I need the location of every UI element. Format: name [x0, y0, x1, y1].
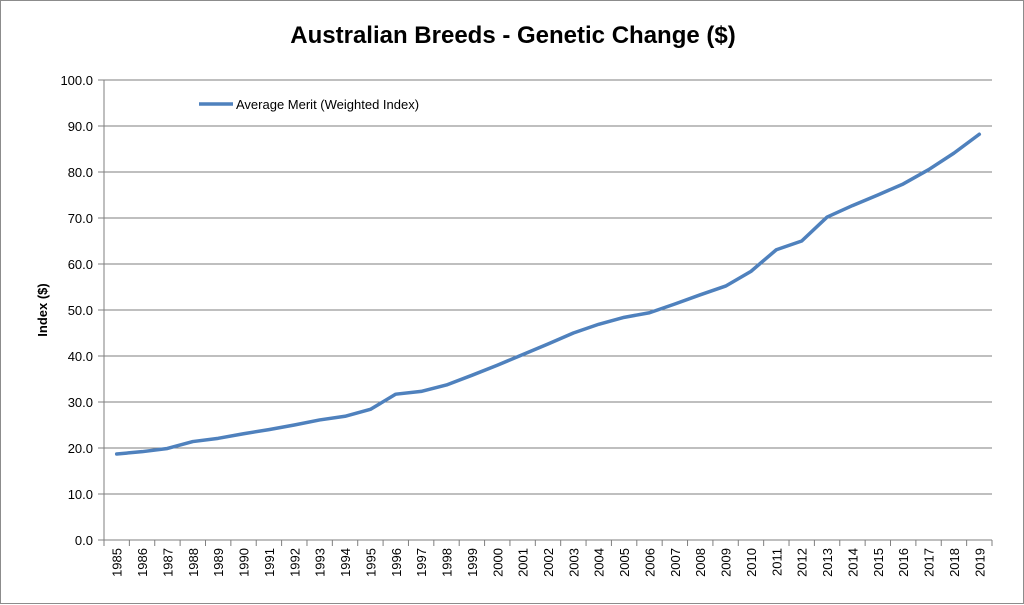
x-tick-label: 2014 — [845, 548, 860, 577]
y-tick-label: 50.0 — [68, 303, 93, 318]
x-tick-label: 1996 — [389, 548, 404, 577]
x-tick-label: 1992 — [287, 548, 302, 577]
y-tick-label: 20.0 — [68, 441, 93, 456]
y-tick-label: 100.0 — [60, 73, 93, 88]
x-tick-label: 1987 — [160, 548, 175, 577]
x-tick-label: 2003 — [566, 548, 581, 577]
x-tick-label: 1999 — [465, 548, 480, 577]
x-tick-label: 2013 — [820, 548, 835, 577]
x-tick-label: 2009 — [719, 548, 734, 577]
chart-title: Australian Breeds - Genetic Change ($) — [290, 22, 735, 49]
x-tick-label: 2011 — [769, 548, 784, 576]
x-tick-label: 2018 — [947, 548, 962, 577]
y-tick-label: 80.0 — [68, 165, 93, 180]
y-tick-label: 70.0 — [68, 211, 93, 226]
x-tick-label: 2019 — [972, 548, 987, 577]
y-tick-label: 10.0 — [68, 487, 93, 502]
x-tick-label: 2005 — [617, 548, 632, 577]
x-tick-label: 1997 — [414, 548, 429, 577]
x-tick-label: 2016 — [896, 548, 911, 577]
series-lines — [114, 132, 982, 456]
y-axis-label: Index ($) — [35, 283, 50, 336]
x-tick-label: 1986 — [135, 548, 150, 577]
y-tick-label: 90.0 — [68, 119, 93, 134]
x-tick-label: 2002 — [541, 548, 556, 577]
gridlines — [104, 79, 992, 495]
x-tick-labels: 1985 1986 1987 1988 1989 1990 1991 1992 1993 1994… — [110, 548, 988, 577]
axes — [98, 79, 993, 546]
x-tick-label: 2001 — [516, 548, 531, 577]
y-tick-label: 0.0 — [75, 533, 93, 548]
x-tick-label: 1991 — [262, 548, 277, 577]
y-tick-label: 40.0 — [68, 349, 93, 364]
y-tick-labels: 0.0 10.0 20.0 30.0 40.0 50.0 60.0 70.0 80.0 90.0 1… — [60, 73, 93, 548]
x-tick-label: 2015 — [871, 548, 886, 577]
x-tick-label: 1995 — [363, 548, 378, 577]
legend: Average Merit (Weighted Index) — [199, 97, 419, 112]
x-tick-label: 2006 — [642, 548, 657, 577]
legend-label: Average Merit (Weighted Index) — [236, 97, 419, 112]
y-tick-label: 30.0 — [68, 395, 93, 410]
x-tick-label: 1993 — [313, 548, 328, 577]
x-tick-label: 2010 — [744, 548, 759, 577]
x-tick-label: 2008 — [693, 548, 708, 577]
x-tick-label: 2007 — [668, 548, 683, 577]
x-tick-label: 2012 — [795, 548, 810, 577]
y-tick-label: 60.0 — [68, 257, 93, 272]
x-tick-label: 1994 — [338, 548, 353, 577]
x-tick-label: 1998 — [440, 548, 455, 577]
x-tick-label: 2004 — [592, 548, 607, 577]
x-tick-label: 2000 — [490, 548, 505, 577]
series-line-0 — [114, 132, 982, 456]
x-tick-label: 1985 — [110, 548, 125, 577]
x-tick-label: 1988 — [186, 548, 201, 577]
x-tick-label: 2017 — [922, 548, 937, 577]
x-tick-label: 1990 — [237, 548, 252, 577]
x-tick-label: 1989 — [211, 548, 226, 577]
